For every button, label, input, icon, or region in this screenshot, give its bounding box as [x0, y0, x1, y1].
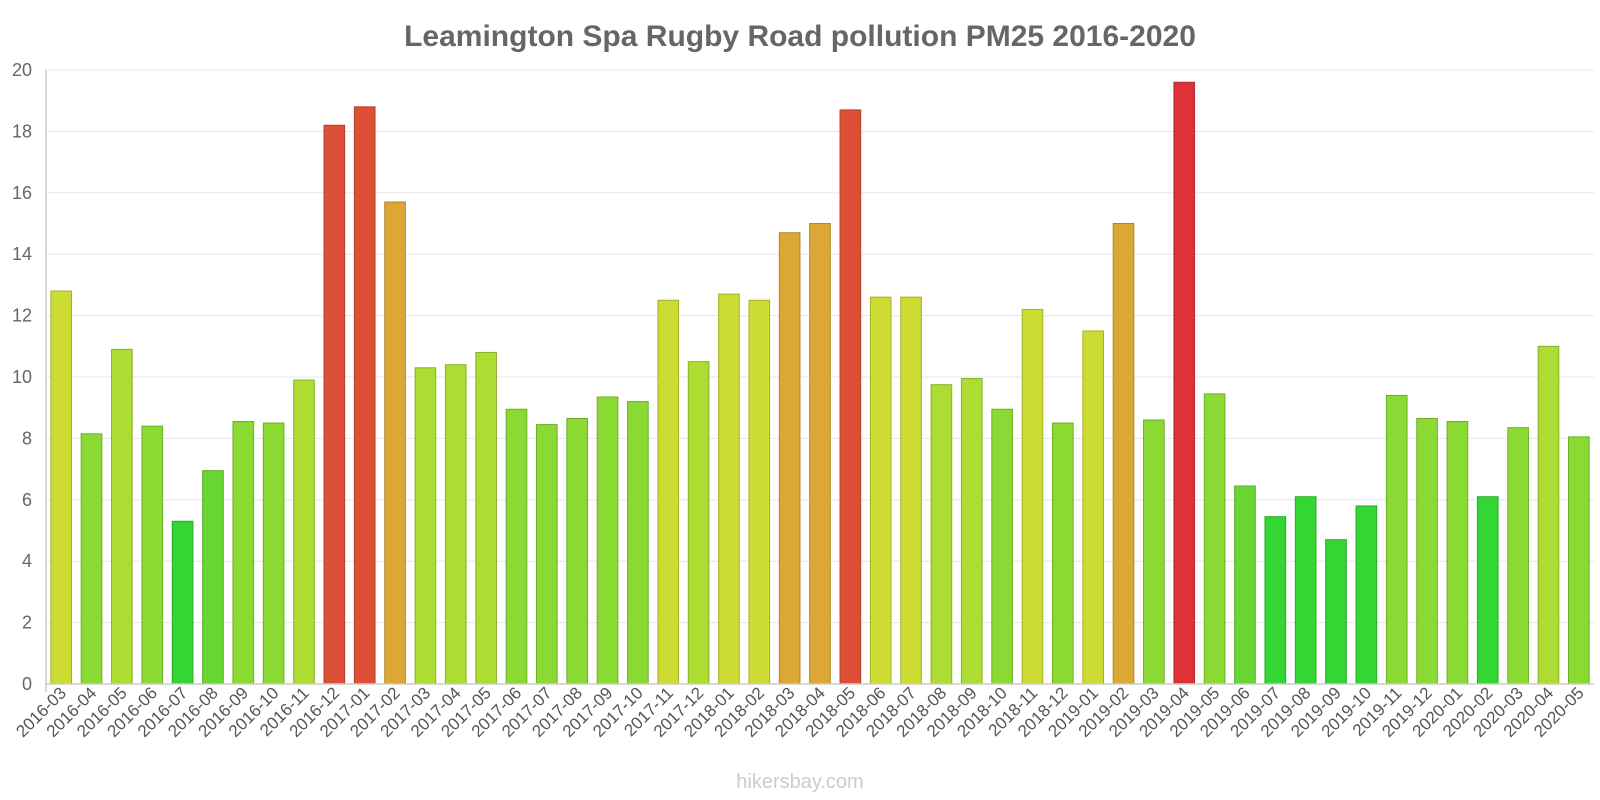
bar-2019-07[interactable]: [1264, 516, 1287, 685]
bar-2018-08[interactable]: [930, 384, 953, 685]
bar-2017-06[interactable]: [505, 408, 528, 685]
bar-2019-04[interactable]: [1173, 81, 1196, 685]
bar-2018-10[interactable]: [991, 408, 1013, 685]
bar-2019-05[interactable]: [1203, 393, 1226, 685]
bar-2017-08[interactable]: [566, 417, 588, 685]
bar-2016-06[interactable]: [141, 425, 164, 685]
chart-title: Leamington Spa Rugby Road pollution PM25…: [404, 20, 1196, 53]
axes: [45, 70, 1594, 692]
bar-2017-10[interactable]: [627, 401, 649, 685]
bar-2016-08[interactable]: [202, 470, 224, 685]
bar-2019-10[interactable]: [1355, 505, 1378, 685]
bar-2018-04[interactable]: [809, 223, 831, 685]
bar-2017-04[interactable]: [444, 364, 467, 685]
bar-2017-05[interactable]: [475, 351, 497, 685]
y-tick-label: 20: [12, 60, 32, 80]
x-axis-tick-labels: 2016-032016-042016-052016-062016-072016-…: [12, 683, 1587, 741]
y-tick-label: 12: [12, 306, 32, 326]
y-tick-label: 14: [12, 244, 32, 264]
bar-2020-03[interactable]: [1507, 427, 1529, 685]
bar-2016-12[interactable]: [323, 124, 346, 685]
bar-2019-12[interactable]: [1416, 417, 1438, 685]
credit-text: hikersbay.com: [736, 771, 863, 793]
bar-2016-09[interactable]: [232, 421, 255, 685]
bar-2016-04[interactable]: [80, 433, 103, 685]
bar-2016-05[interactable]: [111, 348, 133, 685]
bar-2020-01[interactable]: [1446, 421, 1469, 685]
bar-2017-02[interactable]: [384, 201, 406, 685]
bar-2018-11[interactable]: [1021, 308, 1044, 685]
y-tick-label: 8: [22, 428, 32, 448]
bar-2020-02[interactable]: [1476, 496, 1499, 685]
bar-2017-03[interactable]: [414, 367, 437, 685]
y-tick-label: 2: [22, 613, 32, 633]
y-tick-label: 10: [12, 367, 32, 387]
bar-2017-12[interactable]: [687, 361, 710, 685]
bar-2019-08[interactable]: [1294, 496, 1317, 685]
bar-2018-01[interactable]: [718, 293, 740, 685]
y-tick-label: 18: [12, 121, 32, 141]
bar-2019-01[interactable]: [1082, 330, 1104, 685]
bar-2017-09[interactable]: [596, 396, 619, 685]
bar-2016-10[interactable]: [262, 422, 285, 685]
bar-2018-05[interactable]: [839, 109, 862, 685]
bar-2019-02[interactable]: [1112, 223, 1135, 685]
bar-2019-11[interactable]: [1385, 394, 1408, 685]
y-tick-label: 16: [12, 183, 32, 203]
bar-2019-03[interactable]: [1143, 419, 1165, 685]
bar-2019-06[interactable]: [1234, 485, 1256, 685]
bar-2018-03[interactable]: [778, 232, 801, 685]
bar-2017-07[interactable]: [536, 424, 558, 685]
bar-2018-09[interactable]: [960, 378, 983, 685]
bar-2016-07[interactable]: [171, 520, 194, 685]
bar-2016-03[interactable]: [50, 290, 72, 685]
y-tick-label: 0: [22, 674, 32, 694]
bar-2016-11[interactable]: [293, 379, 315, 685]
bars: [50, 81, 1590, 685]
bar-2018-07[interactable]: [900, 296, 922, 685]
bar-2017-11[interactable]: [657, 299, 680, 685]
y-axis-tick-labels: 0 2 4 6 8 10 12 14 16 18 20: [12, 60, 32, 694]
y-tick-label: 4: [22, 551, 32, 571]
bar-2017-01[interactable]: [353, 106, 376, 685]
bar-2019-09[interactable]: [1325, 539, 1347, 685]
bar-2018-06[interactable]: [869, 296, 892, 685]
bar-2018-02[interactable]: [748, 299, 771, 685]
bar-2020-05[interactable]: [1568, 436, 1590, 685]
y-tick-label: 6: [22, 490, 32, 510]
bar-2018-12[interactable]: [1052, 422, 1074, 685]
bar-2020-04[interactable]: [1537, 345, 1560, 685]
